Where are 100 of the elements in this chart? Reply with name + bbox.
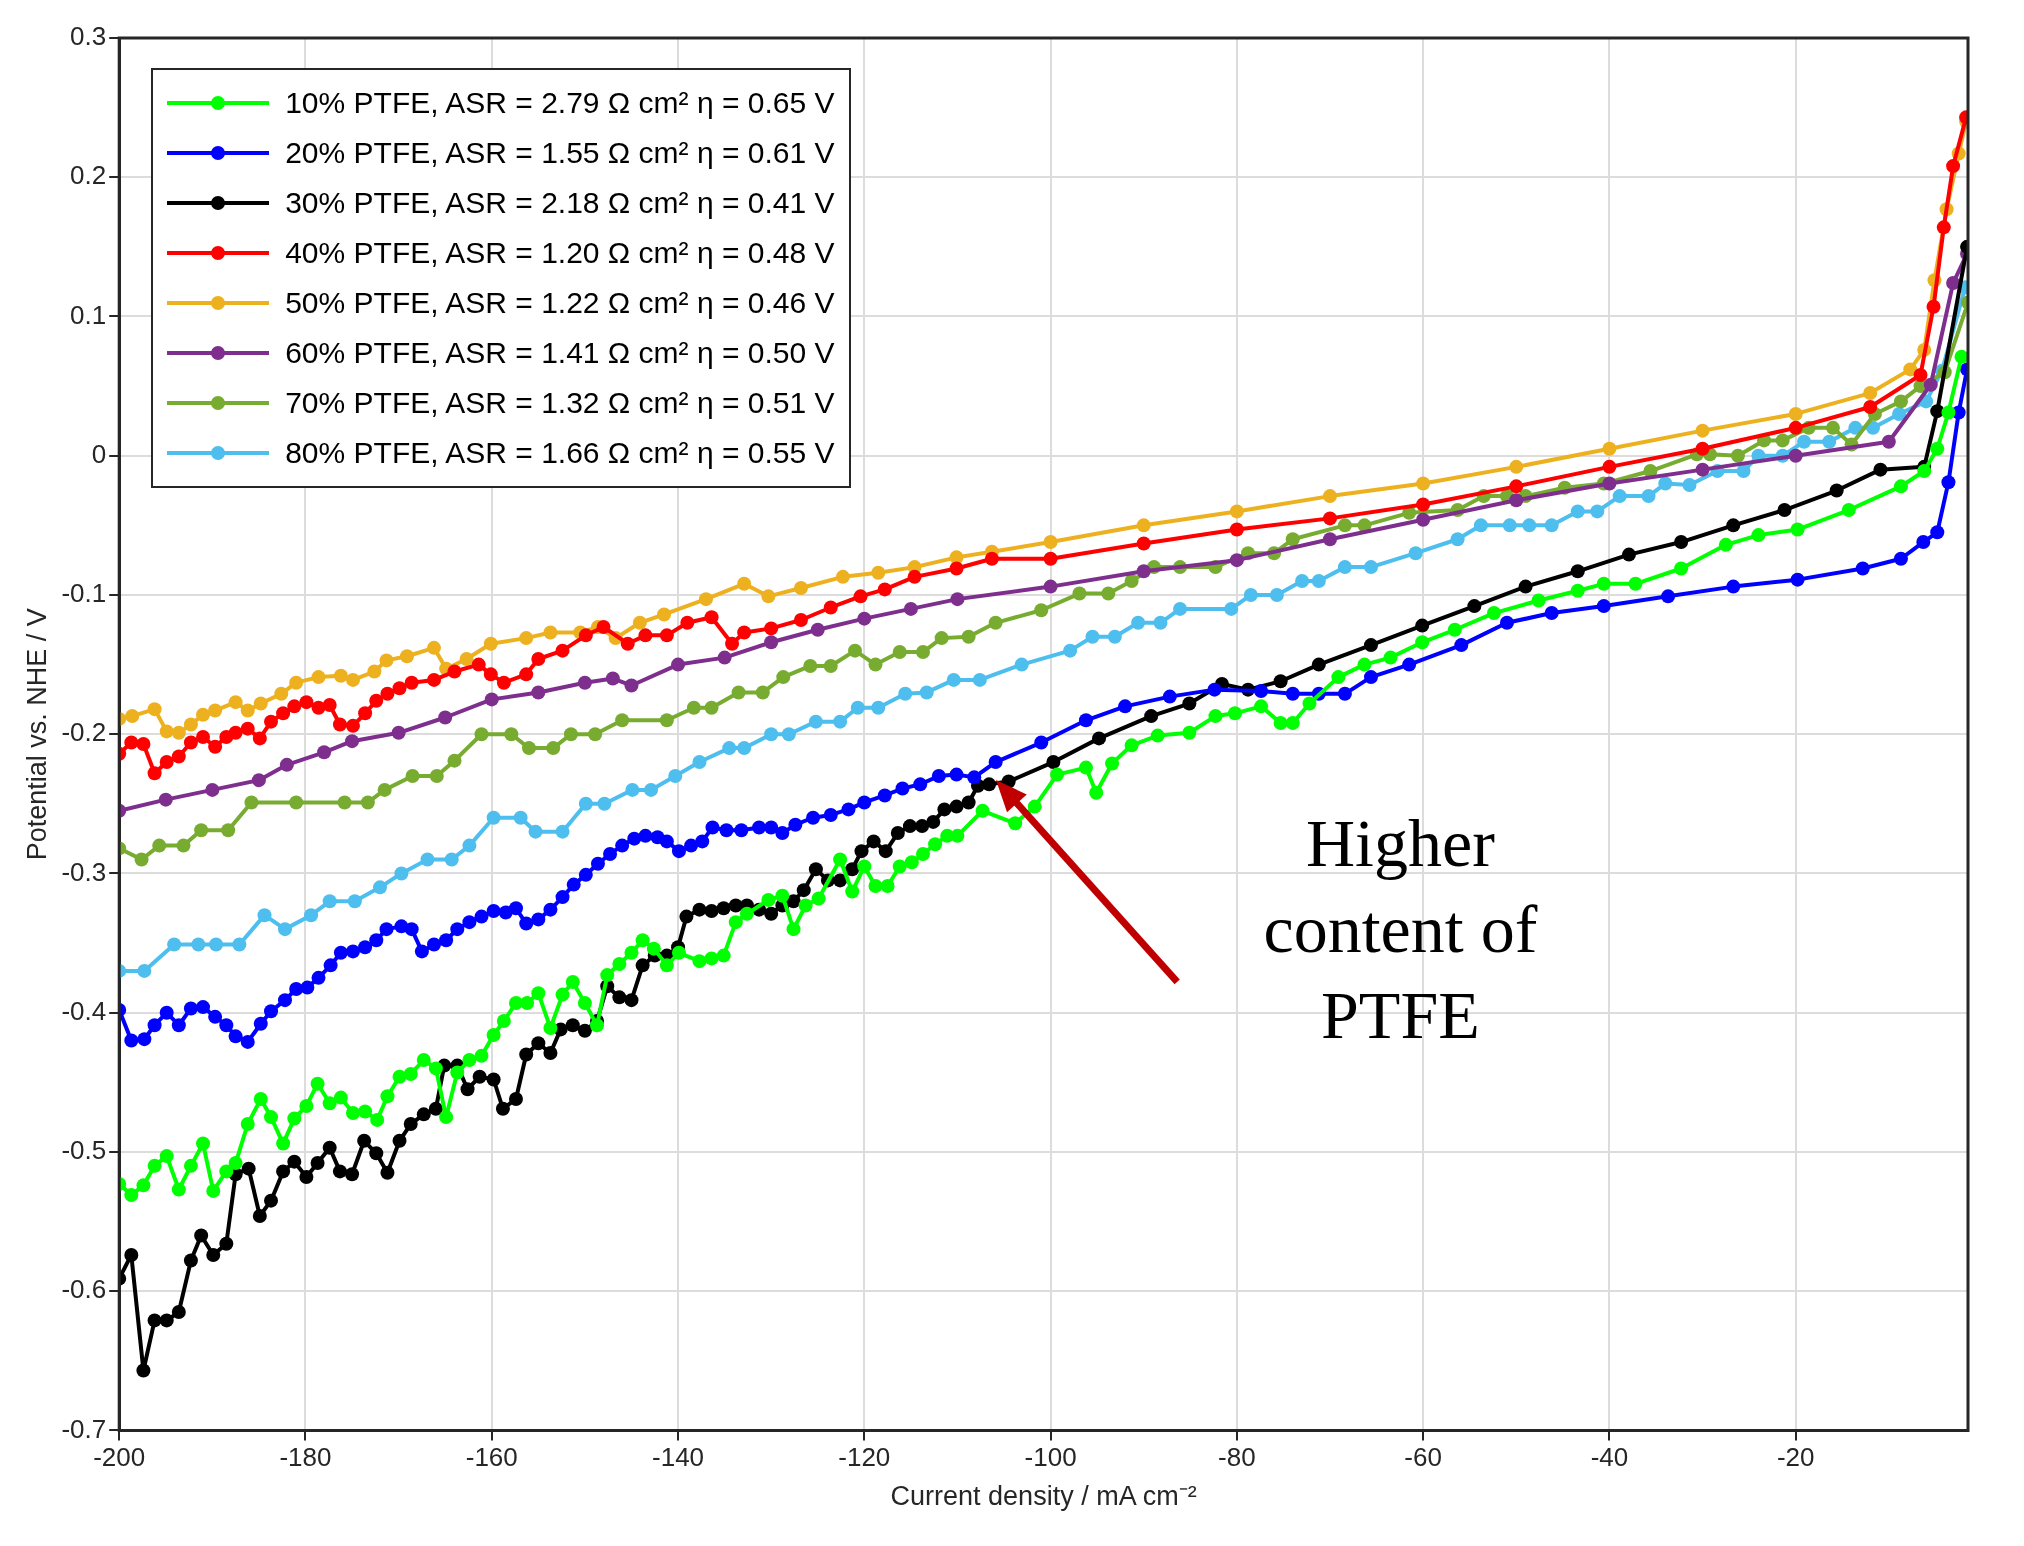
point xyxy=(657,607,672,622)
point xyxy=(1136,518,1151,533)
point xyxy=(1229,504,1244,519)
point xyxy=(1863,386,1878,401)
point xyxy=(717,650,732,665)
point xyxy=(1509,493,1524,508)
point xyxy=(1323,532,1337,547)
point xyxy=(519,631,534,646)
point xyxy=(159,724,174,739)
point xyxy=(605,671,620,686)
point xyxy=(1695,462,1710,477)
x-axis-title: Current density / mA cm⁻² xyxy=(890,1481,1197,1512)
point xyxy=(632,615,647,630)
point xyxy=(345,734,360,749)
x-tick-label: -20 xyxy=(1776,1442,1815,1473)
y-tick-label: -0.7 xyxy=(61,1413,107,1444)
point xyxy=(391,725,406,740)
y-tick-label: 0.3 xyxy=(70,21,107,52)
point xyxy=(1136,564,1151,579)
x-tick-label: -100 xyxy=(1024,1442,1077,1473)
point xyxy=(253,696,268,711)
point xyxy=(228,695,243,710)
annotation: Higher content of PTFE xyxy=(1262,803,1539,1056)
point xyxy=(764,635,779,650)
legend-label: 30% PTFE, ASR = 2.18 Ω cm² η = 0.41 V xyxy=(285,186,835,220)
point xyxy=(183,717,198,732)
y-tick-label: -0.2 xyxy=(61,717,107,748)
point xyxy=(317,745,332,760)
point xyxy=(737,576,752,591)
y-tick-label: 0.1 xyxy=(70,299,107,330)
y-tick-label: -0.1 xyxy=(61,578,107,609)
legend-label: 10% PTFE, ASR = 2.79 Ω cm² η = 0.65 V xyxy=(285,86,835,120)
point xyxy=(205,782,220,797)
x-tick-label: -120 xyxy=(838,1442,891,1473)
point xyxy=(1602,476,1617,491)
y-tick-label: -0.6 xyxy=(61,1274,107,1305)
point xyxy=(1881,434,1896,449)
x-tick-label: -200 xyxy=(93,1442,146,1473)
point xyxy=(367,664,382,679)
legend-label: 70% PTFE, ASR = 1.32 Ω cm² η = 0.51 V xyxy=(285,386,835,420)
point xyxy=(379,653,394,668)
point xyxy=(345,672,360,687)
point xyxy=(671,657,686,672)
point xyxy=(125,709,140,724)
point xyxy=(1416,476,1431,491)
x-tick-label: -40 xyxy=(1590,1442,1629,1473)
point xyxy=(1923,377,1938,392)
point xyxy=(251,773,266,788)
point xyxy=(1788,448,1803,463)
y-tick-label: -0.3 xyxy=(61,856,107,887)
legend-label: 20% PTFE, ASR = 1.55 Ω cm² η = 0.61 V xyxy=(285,136,835,170)
point xyxy=(793,581,808,595)
point xyxy=(810,622,825,637)
point xyxy=(311,670,326,685)
x-tick-label: -60 xyxy=(1404,1442,1442,1473)
point xyxy=(158,792,173,807)
point xyxy=(459,652,474,667)
point xyxy=(1602,441,1617,456)
point xyxy=(438,710,453,725)
y-tick-label: -0.5 xyxy=(61,1135,107,1166)
point xyxy=(427,640,442,655)
point xyxy=(543,625,558,640)
x-tick-label: -140 xyxy=(652,1442,705,1473)
point xyxy=(147,702,162,717)
point xyxy=(171,725,186,740)
point xyxy=(279,757,294,772)
point xyxy=(577,675,592,690)
point xyxy=(1416,512,1431,527)
point xyxy=(1043,535,1058,550)
point xyxy=(1903,362,1918,377)
point xyxy=(196,707,211,722)
point xyxy=(857,611,872,626)
legend-label: 60% PTFE, ASR = 1.41 Ω cm² η = 0.50 V xyxy=(285,336,835,370)
point xyxy=(289,675,304,690)
legend-label: 80% PTFE, ASR = 1.66 Ω cm² η = 0.55 V xyxy=(285,436,835,470)
point xyxy=(1695,423,1710,438)
point xyxy=(698,592,713,607)
point xyxy=(274,686,289,701)
point xyxy=(624,678,639,693)
point xyxy=(1229,553,1244,568)
point xyxy=(484,692,499,707)
point xyxy=(483,636,498,651)
point xyxy=(761,589,776,604)
legend-label: 50% PTFE, ASR = 1.22 Ω cm² η = 0.46 V xyxy=(285,286,835,320)
point xyxy=(531,685,546,700)
x-tick-label: -80 xyxy=(1218,1442,1256,1473)
y-tick-label: 0 xyxy=(91,438,107,469)
point xyxy=(400,649,414,664)
point xyxy=(871,565,886,580)
legend-label: 40% PTFE, ASR = 1.20 Ω cm² η = 0.48 V xyxy=(285,236,835,270)
x-tick-label: -160 xyxy=(465,1442,518,1473)
point xyxy=(240,703,255,718)
point xyxy=(835,569,850,584)
point xyxy=(950,592,965,607)
point xyxy=(1946,276,1961,291)
point xyxy=(1788,406,1803,421)
point xyxy=(333,668,348,683)
y-tick-label: -0.4 xyxy=(61,995,107,1026)
y-tick-label: 0.2 xyxy=(70,160,107,191)
point xyxy=(208,703,223,718)
